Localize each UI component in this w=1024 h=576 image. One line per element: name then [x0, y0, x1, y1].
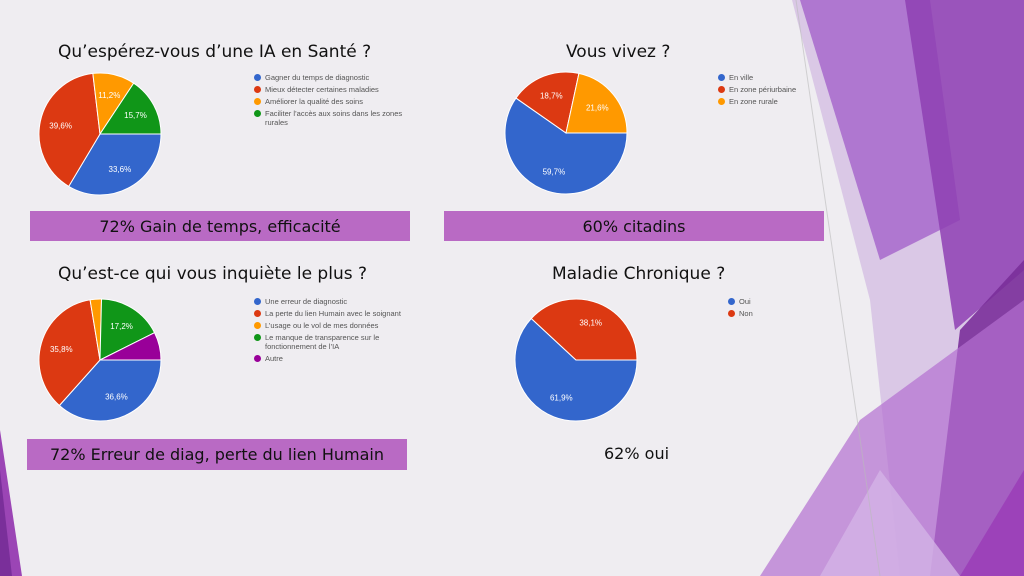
legend-swatch-icon: [254, 110, 261, 117]
pie-slice: [515, 71, 580, 134]
pie-slice: [58, 359, 162, 422]
legend-item: Mieux détecter certaines maladies: [254, 85, 404, 94]
slice-data-label: 11,2%: [98, 91, 120, 100]
pie-chart: 59,7% 18,7% 21,6%: [504, 71, 628, 195]
chart-legend: En ville En zone périurbaine En zone rural…: [718, 73, 818, 109]
legend-label: Gagner du temps de diagnostic: [265, 73, 370, 82]
legend-swatch-icon: [254, 334, 261, 341]
legend-item: Une erreur de diagnostic: [254, 297, 404, 306]
legend-label: Non: [739, 309, 753, 318]
pie-chart: 33,6% 39,6% 11,2% 15,7%: [38, 72, 162, 196]
legend-item: Oui: [728, 297, 808, 306]
legend-item: En zone rurale: [718, 97, 818, 106]
summary-banner: 60% citadins: [444, 211, 824, 241]
pie-slice: [504, 97, 628, 195]
legend-item: Le manque de transparence sur le fonctio…: [254, 333, 404, 351]
legend-item: Non: [728, 309, 808, 318]
chart-title: Vous vivez ?: [566, 42, 671, 62]
pie-slice: [68, 133, 162, 196]
chart-legend: Oui Non: [728, 297, 808, 321]
slice-data-label: 38,1%: [579, 319, 602, 328]
chart-legend: Une erreur de diagnostic La perte du lien…: [254, 297, 404, 366]
chart-title: Qu’est-ce qui vous inquiète le plus ?: [58, 264, 368, 284]
chart-legend: Gagner du temps de diagnostic Mieux détec…: [254, 73, 404, 130]
legend-swatch-icon: [254, 322, 261, 329]
slice-data-label: 39,6%: [49, 122, 72, 131]
legend-label: Faciliter l’accès aux soins dans les zon…: [265, 109, 403, 127]
slice-data-label: 35,8%: [50, 345, 73, 354]
pie-chart: 36,6% 35,8% 17,2%: [38, 298, 162, 422]
slice-data-label: 18,7%: [540, 92, 563, 101]
legend-swatch-icon: [254, 98, 261, 105]
slice-data-label: 21,6%: [586, 104, 609, 113]
slice-data-label: 15,7%: [124, 111, 147, 120]
legend-item: L’usage ou le vol de mes données: [254, 321, 404, 330]
summary-banner: 72% Gain de temps, efficacité: [30, 211, 410, 241]
chart-title: Qu’espérez-vous d’une IA en Santé ?: [58, 42, 372, 62]
legend-label: Mieux détecter certaines maladies: [265, 85, 379, 94]
pie-slice: [38, 299, 101, 407]
legend-item: Faciliter l’accès aux soins dans les zon…: [254, 109, 404, 127]
pie-slice: [99, 82, 162, 135]
legend-swatch-icon: [718, 86, 725, 93]
slice-data-label: 33,6%: [109, 165, 132, 174]
legend-label: Une erreur de diagnostic: [265, 297, 348, 306]
legend-swatch-icon: [254, 86, 261, 93]
legend-swatch-icon: [254, 310, 261, 317]
legend-swatch-icon: [254, 74, 261, 81]
legend-item: En ville: [718, 73, 818, 82]
legend-item: En zone périurbaine: [718, 85, 818, 94]
legend-label: Le manque de transparence sur le fonctio…: [265, 333, 380, 351]
legend-item: Améliorer la qualité des soins: [254, 97, 404, 106]
slice-data-label: 36,6%: [105, 393, 128, 402]
summary-text: 62% oui: [604, 444, 670, 463]
legend-label: La perte du lien Humain avec le soignant: [265, 309, 401, 318]
legend-label: Oui: [739, 297, 751, 306]
slice-data-label: 61,9%: [550, 393, 573, 402]
legend-item: La perte du lien Humain avec le soignant: [254, 309, 404, 318]
legend-swatch-icon: [254, 298, 261, 305]
pie-slice: [38, 72, 101, 188]
legend-label: En ville: [729, 73, 754, 82]
legend-label: Améliorer la qualité des soins: [265, 97, 363, 106]
legend-label: Autre: [265, 354, 283, 363]
pie-slice: [99, 331, 162, 361]
pie-slice: [99, 298, 156, 361]
summary-banner: 72% Erreur de diag, perte du lien Humain: [27, 439, 407, 470]
legend-label: En zone périurbaine: [729, 85, 797, 94]
chart-title: Maladie Chronique ?: [552, 264, 726, 284]
pie-chart: 61,9% 38,1%: [514, 298, 638, 422]
legend-item: Autre: [254, 354, 404, 363]
legend-item: Gagner du temps de diagnostic: [254, 73, 404, 82]
legend-swatch-icon: [728, 310, 735, 317]
legend-label: L’usage ou le vol de mes données: [265, 321, 379, 330]
legend-swatch-icon: [728, 298, 735, 305]
slice-data-label: 17,2%: [110, 322, 133, 331]
legend-swatch-icon: [718, 98, 725, 105]
pie-slice: [530, 298, 638, 361]
pie-slice: [514, 317, 638, 422]
legend-swatch-icon: [718, 74, 725, 81]
legend-label: En zone rurale: [729, 97, 778, 106]
slice-data-label: 59,7%: [543, 167, 566, 176]
legend-swatch-icon: [254, 355, 261, 362]
pie-slice: [565, 72, 628, 134]
